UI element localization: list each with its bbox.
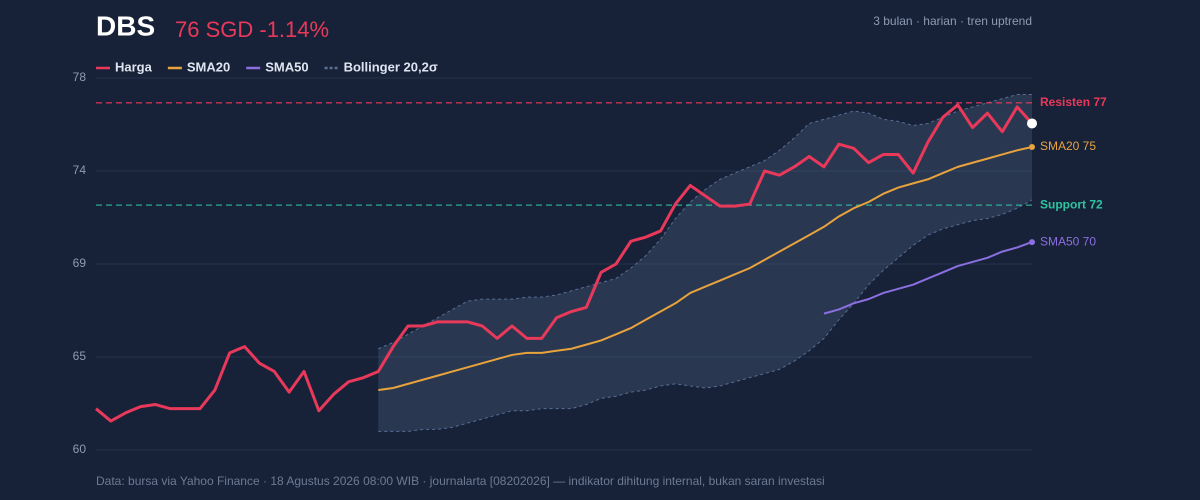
band-area (378, 94, 1032, 432)
chart-subtitle: 76 SGD -1.14% (175, 17, 329, 42)
band-edge (378, 199, 1033, 432)
legend-label: SMA20 (187, 59, 230, 74)
y-tick-label: 69 (73, 256, 87, 270)
last-price-dot (1027, 118, 1037, 129)
series-line (823, 241, 1033, 315)
chart-title: DBS (96, 10, 155, 41)
end-label: SMA50 70 (1040, 234, 1096, 248)
series-line (95, 103, 1034, 423)
legend: Harga SMA20 SMA50 Bollinger 20,2σ (96, 59, 438, 74)
end-dot (1029, 239, 1035, 246)
end-label: SMA20 75 (1040, 139, 1096, 153)
band-edge (378, 94, 1032, 350)
y-tick-label: 65 (73, 349, 87, 363)
end-dot (1029, 144, 1035, 151)
series-line (378, 146, 1033, 392)
legend-label: Bollinger 20,2σ (344, 59, 438, 74)
y-tick-label: 78 (73, 70, 87, 84)
chart-note: 3 bulan · harian · tren uptrend (873, 14, 1032, 28)
legend-label: SMA50 (265, 59, 308, 74)
level-label: Resisten 77 (1040, 95, 1107, 109)
level-label: Support 72 (1040, 197, 1103, 211)
legend-label: Harga (115, 59, 153, 74)
y-tick-label: 74 (73, 163, 87, 177)
chart-source: Data: bursa via Yahoo Finance · 18 Agust… (96, 474, 825, 488)
y-tick-label: 60 (73, 442, 87, 456)
